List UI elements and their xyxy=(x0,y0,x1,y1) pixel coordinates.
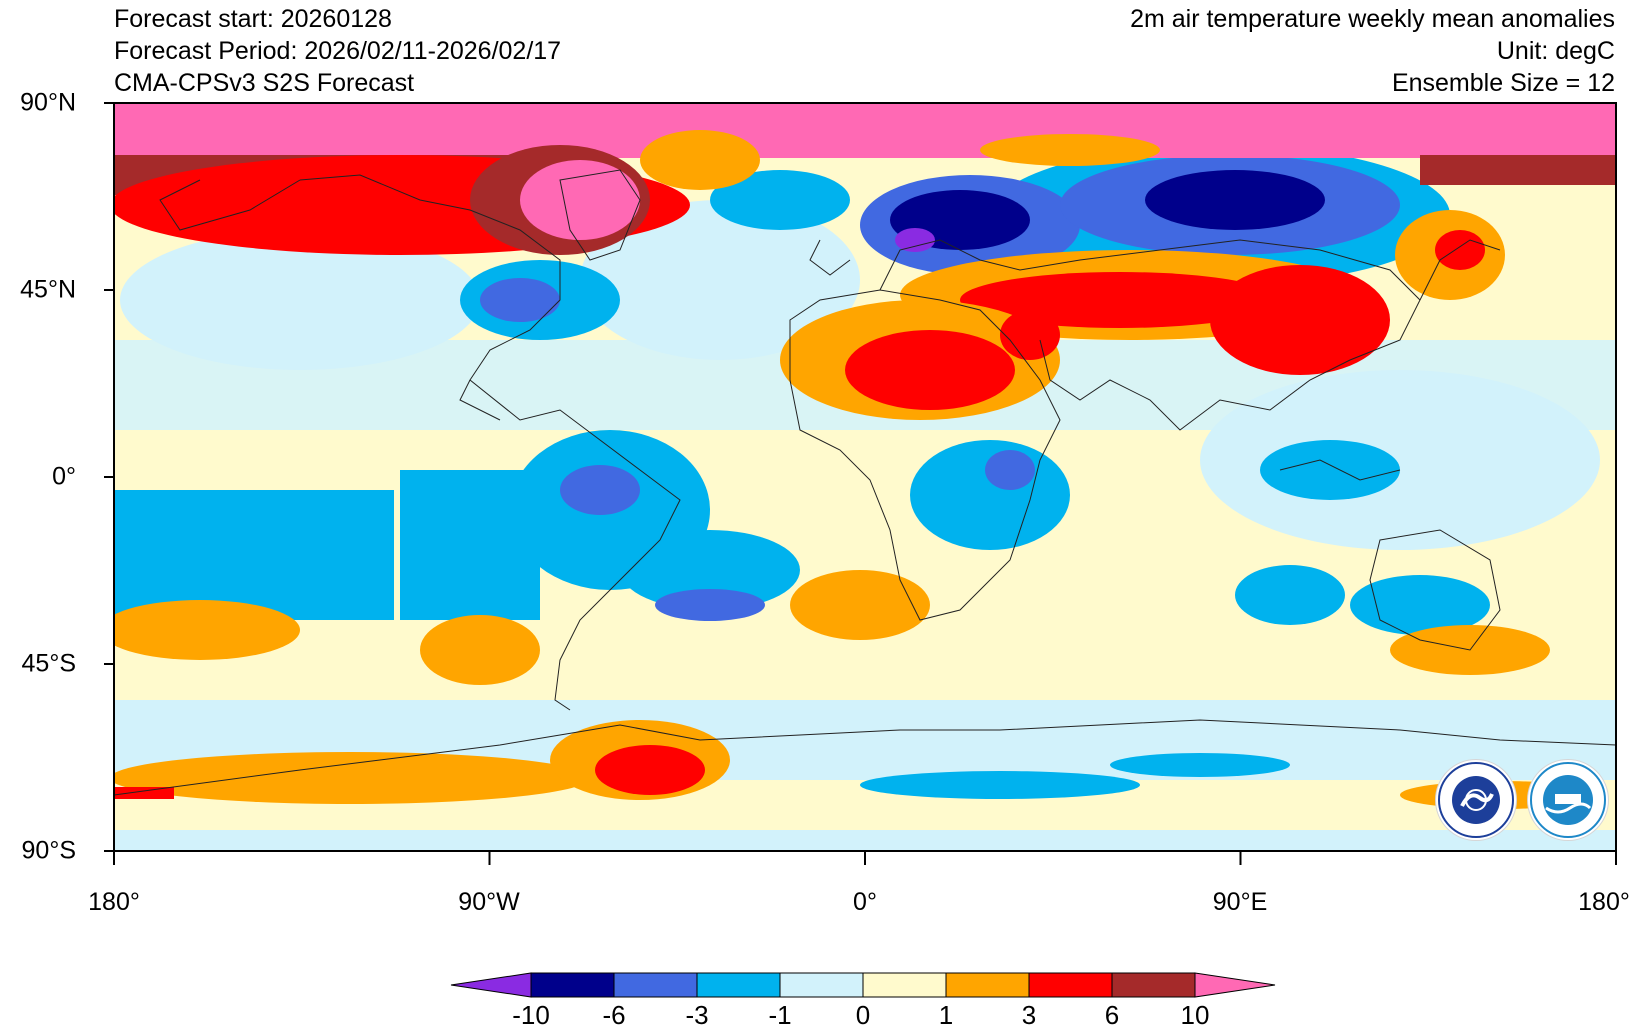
colorbar-box xyxy=(1111,972,1196,998)
model-label: CMA-CPSv3 S2S Forecast xyxy=(114,69,415,97)
unit-label: Unit: degC xyxy=(1496,37,1615,65)
lon-label-90e: 90°E xyxy=(1212,888,1268,916)
lon-label-90w: 90°W xyxy=(458,888,520,916)
colorbar-box xyxy=(696,972,781,998)
colorbar-tick-label: -1 xyxy=(768,1000,792,1030)
lon-label-180w: 180° xyxy=(88,888,140,916)
lon-label-180e: 180° xyxy=(1578,888,1630,916)
lat-label-90n: 90°N xyxy=(20,88,76,117)
forecast-period-label: Forecast Period: 2026/02/11-2026/02/17 xyxy=(114,37,562,65)
colorbar-tick-label: -3 xyxy=(685,1000,709,1030)
colorbar-tick-label: 0 xyxy=(855,1000,871,1030)
forecast-start-label: Forecast start: 20260128 xyxy=(114,5,392,33)
lon-label-0: 0° xyxy=(853,888,877,916)
colorbar-upper-triangle xyxy=(1194,972,1276,998)
colorbar-box xyxy=(862,972,947,998)
colorbar-box xyxy=(779,972,864,998)
colorbar-tick-label: 10 xyxy=(1180,1000,1210,1030)
anomaly-field xyxy=(114,103,1616,851)
colorbar-tick-label: 1 xyxy=(938,1000,954,1030)
colorbar-box xyxy=(945,972,1030,998)
colorbar-lower-triangle xyxy=(450,972,532,998)
axis-ticks xyxy=(104,102,1617,865)
ensemble-size-label: Ensemble Size = 12 xyxy=(1391,69,1615,97)
lat-label-90s: 90°S xyxy=(21,836,76,865)
map-title: 2m air temperature weekly mean anomalies xyxy=(1130,5,1615,33)
cma-logo xyxy=(1436,760,1516,840)
lat-label-0: 0° xyxy=(52,462,76,491)
colorbar-tick-label: -6 xyxy=(602,1000,626,1030)
colorbar-tick-label: 3 xyxy=(1021,1000,1037,1030)
lat-label-45s: 45°S xyxy=(21,649,76,678)
colorbar-box xyxy=(613,972,698,998)
lat-label-45n: 45°N xyxy=(20,275,76,304)
colorbar-box xyxy=(530,972,615,998)
colorbar-box xyxy=(1028,972,1113,998)
coastlines xyxy=(114,169,1616,796)
colorbar-tick-label: 6 xyxy=(1104,1000,1120,1030)
cemc-logo xyxy=(1528,760,1608,840)
colorbar-tick-label: -10 xyxy=(512,1000,550,1030)
